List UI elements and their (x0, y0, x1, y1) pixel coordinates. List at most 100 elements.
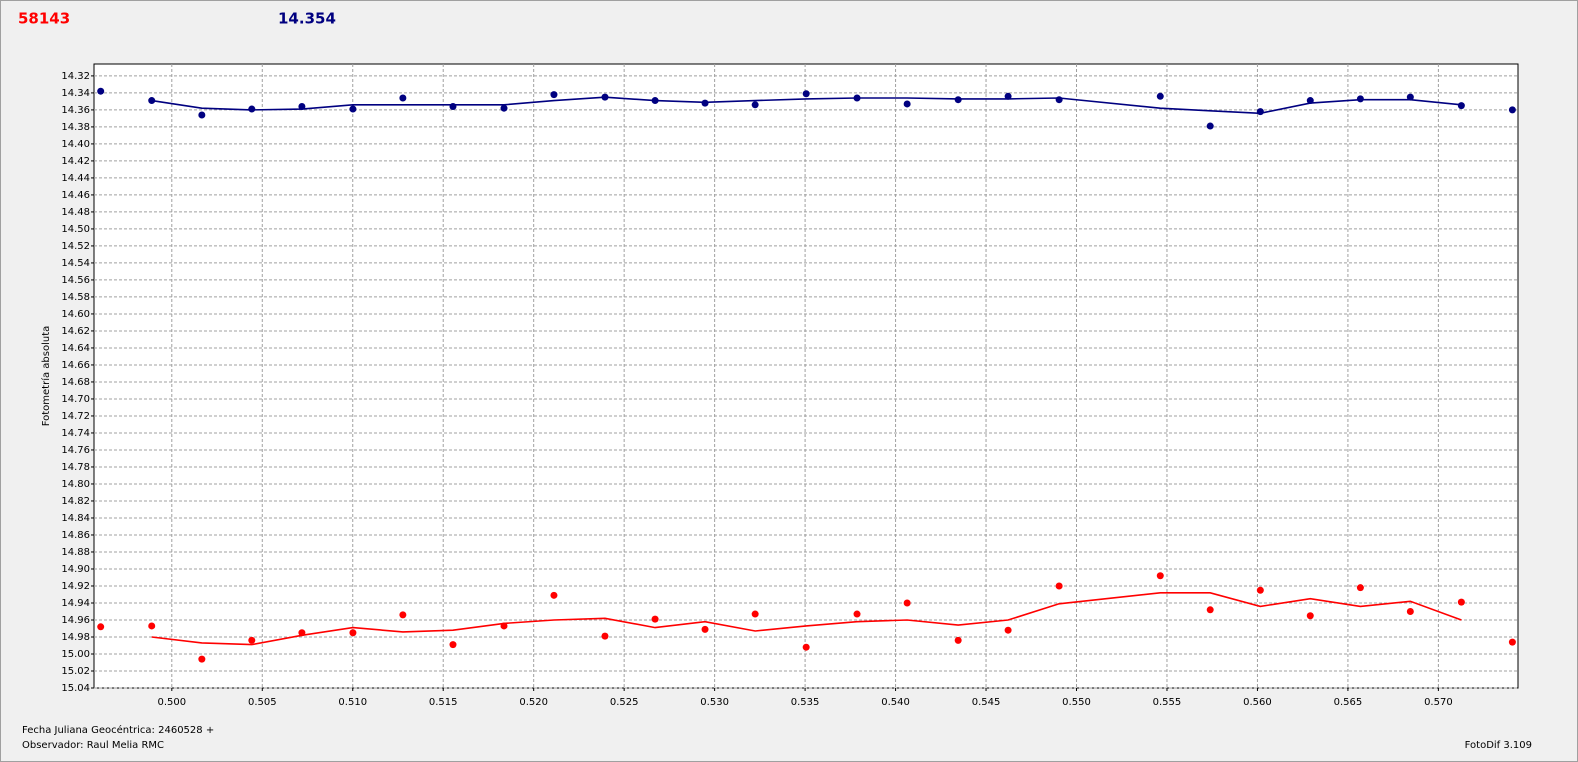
y-tick-label: 14.94 (61, 598, 90, 609)
data-point (1055, 96, 1063, 104)
data-point (1156, 572, 1164, 580)
data-point (148, 97, 156, 105)
data-point (298, 629, 306, 637)
y-tick-label: 14.88 (61, 547, 90, 558)
y-tick-label: 14.80 (61, 479, 90, 490)
y-axis-label: Fotometría absoluta (40, 326, 52, 427)
data-point (1406, 607, 1414, 615)
data-point (1306, 612, 1314, 620)
y-tick-label: 14.38 (61, 122, 90, 133)
x-tick-label: 0.570 (1424, 697, 1453, 708)
y-tick-label: 14.90 (61, 564, 90, 575)
data-point (97, 623, 105, 631)
x-tick-label: 0.500 (157, 697, 186, 708)
y-tick-label: 15.02 (61, 666, 90, 677)
y-tick-label: 14.74 (61, 428, 90, 439)
data-point (701, 99, 709, 107)
y-tick-label: 14.34 (61, 88, 90, 99)
y-tick-label: 14.78 (61, 462, 90, 473)
data-point (1206, 122, 1214, 130)
data-point (802, 643, 810, 651)
data-point (954, 96, 962, 104)
data-point (500, 104, 508, 112)
software-version: FotoDif 3.109 (1465, 740, 1532, 751)
data-point (751, 610, 759, 618)
y-tick-label: 14.82 (61, 496, 90, 507)
data-point (97, 87, 105, 95)
x-tick-label: 0.530 (700, 697, 729, 708)
y-tick-label: 14.84 (61, 513, 90, 524)
y-tick-label: 14.96 (61, 615, 90, 626)
series-label: 58143 (18, 10, 70, 28)
data-point (298, 103, 306, 111)
x-tick-label: 0.555 (1153, 697, 1182, 708)
y-tick-label: 14.46 (61, 190, 90, 201)
x-tick-label: 0.510 (338, 697, 367, 708)
data-point (1356, 584, 1364, 592)
data-point (1206, 606, 1214, 614)
x-tick-label: 0.540 (881, 697, 910, 708)
data-point (1508, 638, 1516, 646)
data-point (1004, 626, 1012, 634)
data-point (449, 641, 457, 649)
y-tick-label: 14.56 (61, 275, 90, 286)
data-point (550, 591, 558, 599)
data-point (248, 636, 256, 644)
data-point (1055, 582, 1063, 590)
y-tick-label: 14.60 (61, 309, 90, 320)
data-point (550, 91, 558, 99)
observer: Observador: Raul Melia RMC (22, 740, 164, 751)
trend-line (151, 592, 1462, 646)
data-point (1457, 102, 1465, 110)
y-tick-label: 14.62 (61, 326, 90, 337)
x-tick-label: 0.515 (429, 697, 458, 708)
data-point (1256, 586, 1264, 594)
plot-area (93, 63, 1519, 689)
series-label: 14.354 (278, 10, 336, 28)
trend-line (151, 96, 1462, 115)
data-point (500, 622, 508, 630)
y-tick-label: 15.00 (61, 649, 90, 660)
data-point (1004, 92, 1012, 100)
x-tick-label: 0.520 (519, 697, 548, 708)
data-point (802, 90, 810, 98)
data-point (1306, 97, 1314, 105)
data-point (751, 101, 759, 109)
y-tick-label: 15.04 (61, 683, 90, 694)
y-tick-label: 14.92 (61, 581, 90, 592)
data-point (349, 105, 357, 113)
y-tick-label: 14.66 (61, 360, 90, 371)
data-point (601, 93, 609, 101)
x-axis-label: Fecha Juliana Geocéntrica: 2460528 + (22, 724, 214, 736)
data-point (399, 611, 407, 619)
data-point (148, 622, 156, 630)
data-point (601, 632, 609, 640)
x-tick-label: 0.565 (1334, 697, 1363, 708)
y-tick-label: 14.42 (61, 156, 90, 167)
data-point (954, 636, 962, 644)
data-point (1406, 93, 1414, 101)
data-point (198, 655, 206, 663)
x-tick-label: 0.550 (1062, 697, 1091, 708)
data-point (903, 100, 911, 108)
data-point (853, 610, 861, 618)
y-tick-label: 14.86 (61, 530, 90, 541)
y-tick-label: 14.58 (61, 292, 90, 303)
y-tick-label: 14.54 (61, 258, 90, 269)
data-point (651, 615, 659, 623)
x-tick-label: 0.525 (610, 697, 639, 708)
y-tick-label: 14.40 (61, 139, 90, 150)
data-point (1508, 106, 1516, 114)
y-tick-label: 14.52 (61, 241, 90, 252)
y-tick-label: 14.98 (61, 632, 90, 643)
data-point (198, 111, 206, 119)
data-point (1256, 108, 1264, 116)
x-tick-label: 0.545 (972, 697, 1001, 708)
data-point (1457, 598, 1465, 606)
data-point (399, 94, 407, 102)
y-tick-label: 14.44 (61, 173, 90, 184)
data-point (449, 103, 457, 111)
x-tick-label: 0.505 (248, 697, 277, 708)
data-point (903, 599, 911, 607)
